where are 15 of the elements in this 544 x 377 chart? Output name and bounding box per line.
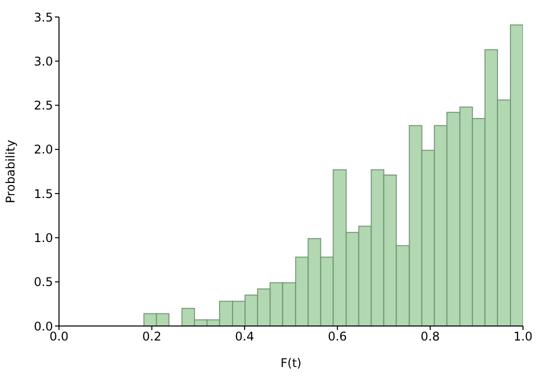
y-tick-label: 3.5	[34, 10, 53, 24]
x-tick-label: 0.8	[420, 330, 440, 344]
x-tick-label: 0.6	[328, 330, 347, 344]
x-axis-title: F(t)	[280, 356, 302, 370]
y-axis-title: Probability	[3, 140, 18, 204]
x-tick-label: 0.2	[142, 330, 162, 344]
x-tick-label: 1.0	[513, 330, 533, 344]
x-tick-label: 0.4	[235, 330, 254, 344]
y-tick-label: 2.5	[34, 98, 53, 113]
y-tick-label: 0.5	[34, 275, 53, 290]
y-tick-label: 3.0	[34, 54, 53, 68]
y-tick-label: 1.5	[34, 186, 53, 201]
y-tick-label: 2.0	[34, 142, 53, 157]
y-tick-label: 1.0	[34, 230, 53, 245]
x-tick-label: 0.0	[49, 330, 69, 344]
